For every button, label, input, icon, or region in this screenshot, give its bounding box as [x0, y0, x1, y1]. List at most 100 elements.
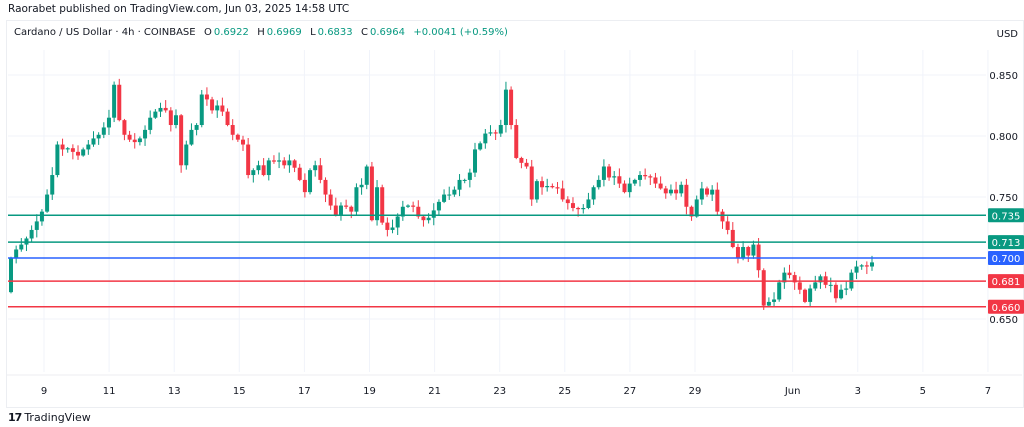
candle-body [705, 188, 710, 195]
candle-up [694, 195, 699, 218]
candle-body [787, 272, 792, 276]
time-tick-label: 19 [363, 386, 376, 397]
candle-body [689, 206, 694, 217]
candle-body [782, 272, 787, 283]
tradingview-logo[interactable]: 17 TradingView [8, 411, 91, 424]
candle-down [70, 144, 75, 160]
candle-up [679, 181, 684, 197]
candle-up [96, 132, 101, 145]
candle-up [545, 178, 550, 192]
candle-up [9, 256, 13, 294]
open-label: O [203, 27, 212, 38]
candle-body [694, 199, 699, 217]
candle-body [158, 107, 163, 112]
candle-up [710, 185, 715, 202]
candle-body [632, 179, 637, 184]
candle-down [292, 159, 297, 173]
candle-body [266, 160, 271, 176]
candle-down [235, 133, 240, 142]
candle-body [369, 166, 374, 221]
candle-body [524, 162, 529, 167]
candle-body [839, 289, 844, 299]
candle-up [65, 146, 70, 153]
candle-body [189, 129, 194, 145]
candle-body [426, 217, 431, 221]
candle-body [658, 183, 663, 189]
level-price-badge [988, 299, 1024, 314]
candle-up [189, 123, 194, 146]
high-value: 0.6969 [266, 27, 302, 38]
symbol-legend: Cardano / US Dollar · 4h · COINBASE O 0.6… [14, 27, 510, 38]
candle-down [746, 245, 751, 263]
candle-body [55, 144, 60, 176]
candle-down [802, 288, 807, 304]
candle-body [802, 289, 807, 302]
candle-up [39, 209, 44, 226]
candle-up [488, 125, 493, 136]
high-label: H [257, 27, 265, 38]
candle-body [194, 125, 199, 130]
candle-body [9, 258, 13, 293]
candle-up [55, 141, 60, 178]
candle-body [385, 222, 390, 230]
candle-up [627, 177, 632, 198]
candle-body [637, 175, 642, 180]
candle-up [338, 202, 343, 221]
candle-up [34, 214, 39, 238]
candle-down [823, 271, 828, 289]
candle-up [612, 171, 617, 185]
candle-up [405, 204, 410, 208]
candle-down [271, 155, 276, 164]
candle-down [658, 176, 663, 190]
candle-body [344, 205, 349, 207]
candle-body [122, 120, 127, 135]
candle-body [292, 160, 297, 168]
candle-body [503, 89, 508, 126]
symbol-name: Cardano / US Dollar · 4h · COINBASE [14, 27, 196, 38]
horizontal-levels: 0.735 0.713 0.700 0.681 0.660 [8, 208, 1024, 314]
candle-down [674, 181, 679, 200]
candle-body [720, 211, 725, 222]
candle-body [540, 181, 545, 188]
candle-body [699, 188, 704, 200]
candle-body [792, 275, 797, 283]
candle-body [132, 139, 137, 143]
candle-body [478, 143, 483, 150]
candle-body [235, 134, 240, 140]
candle-down [127, 130, 132, 142]
candle-body [359, 184, 364, 188]
candle-body [581, 207, 586, 210]
candle-body [45, 194, 50, 212]
candle-body [452, 189, 457, 195]
candle-body [313, 165, 318, 171]
publisher-line: Raorabet published on TradingView.com, J… [8, 3, 350, 15]
candle-down [705, 186, 710, 197]
currency-label[interactable]: USD [996, 29, 1018, 40]
candle-up [431, 203, 436, 226]
candle-down [421, 214, 426, 227]
candle-up [101, 122, 106, 139]
candle-up [148, 110, 153, 135]
candle-down [787, 264, 792, 279]
candle-down [725, 216, 730, 235]
candle-body [653, 177, 658, 184]
candle-up [81, 147, 86, 157]
close-label: C [361, 27, 368, 38]
candle-body [467, 172, 472, 180]
candle-body [854, 266, 859, 273]
candle-body [741, 247, 746, 258]
candle-up [483, 129, 488, 149]
candle-up [591, 185, 596, 205]
candle-body [844, 288, 849, 290]
candle-body [462, 179, 467, 181]
candle-body [555, 187, 560, 189]
candle-body [271, 160, 276, 162]
candle-up [854, 260, 859, 280]
candle-body [127, 134, 132, 140]
candle-up [498, 119, 503, 137]
candle-body [112, 84, 117, 118]
candle-down [117, 78, 122, 122]
open-value: 0.6922 [213, 27, 249, 38]
candle-up [24, 236, 29, 252]
